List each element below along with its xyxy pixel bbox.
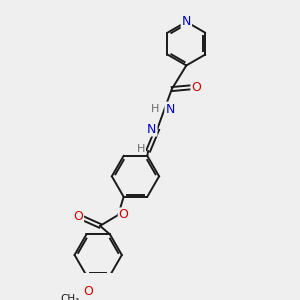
Text: H: H xyxy=(137,144,145,154)
Text: O: O xyxy=(191,81,201,94)
Text: H: H xyxy=(151,104,160,114)
Text: N: N xyxy=(182,15,191,28)
Text: O: O xyxy=(83,285,93,298)
Text: CH₃: CH₃ xyxy=(60,294,80,300)
Text: O: O xyxy=(73,210,83,223)
Text: O: O xyxy=(119,208,129,221)
Text: N: N xyxy=(165,103,175,116)
Text: N: N xyxy=(147,123,157,136)
